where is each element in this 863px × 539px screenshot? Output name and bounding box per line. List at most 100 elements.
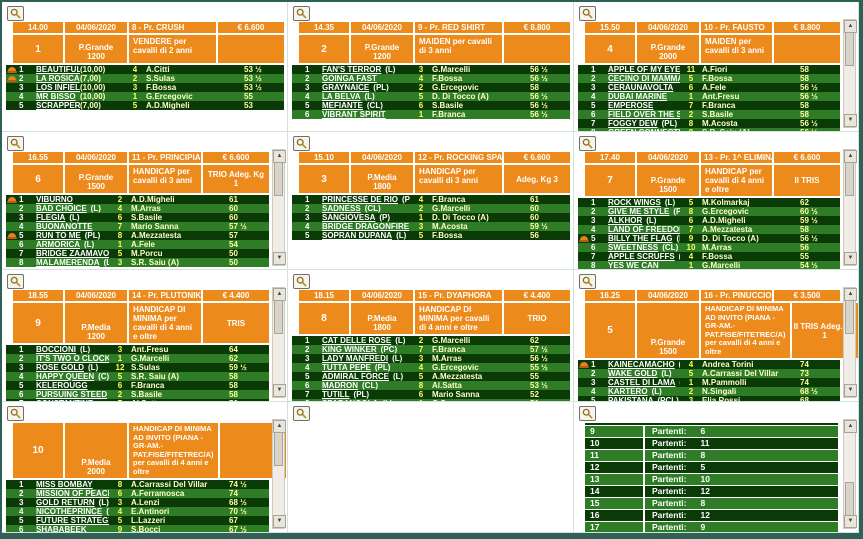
scrollbar[interactable]: ▲ ▼ (843, 419, 857, 529)
horse-name-link[interactable]: LOS INFIELES (36, 83, 80, 92)
horse-name-link[interactable]: KAINECAMACHO (608, 360, 675, 369)
horse-name-link[interactable]: GRAYNAICE (322, 83, 370, 92)
scroll-thumb[interactable] (845, 482, 854, 516)
scroll-down-button[interactable]: ▼ (844, 114, 857, 127)
horse-name-link[interactable]: SHABABEEK (36, 525, 87, 533)
horse-name-link[interactable]: GOINGA FAST (322, 74, 377, 83)
zoom-button[interactable] (7, 406, 24, 421)
horse-name-link[interactable]: MADRON (322, 381, 358, 390)
horse-name-link[interactable]: PRINCESSE DE RIO (322, 195, 399, 204)
horse-name-link[interactable]: ROSE GOLD (36, 363, 85, 372)
horse-name-link[interactable]: SWEETNESS (608, 243, 659, 252)
scroll-thumb[interactable] (845, 162, 854, 196)
horse-name-link[interactable]: ARMORICA (36, 240, 80, 249)
scroll-down-button[interactable]: ▼ (273, 384, 286, 397)
horse-name-link[interactable]: BOCCIONI (36, 345, 76, 354)
horse-name-link[interactable]: FLEGIA (36, 213, 66, 222)
zoom-button[interactable] (579, 136, 596, 151)
scrollbar[interactable]: ▲ ▼ (272, 419, 286, 529)
horse-name-link[interactable]: LAND OF FREEDOM (608, 225, 680, 234)
scrollbar[interactable]: ▲ ▼ (843, 287, 857, 398)
zoom-button[interactable] (293, 6, 310, 21)
horse-name-link[interactable]: MALAMERENDA (36, 258, 100, 267)
horse-name-link[interactable]: FAN'S TERROR (322, 65, 382, 74)
zoom-button[interactable] (7, 136, 24, 151)
horse-name-link[interactable]: VIBRANT SPIRIT (322, 110, 386, 119)
horse-name-link[interactable]: LADY MANFREDI (322, 354, 389, 363)
horse-name-link[interactable]: EMPEROSE (608, 101, 654, 110)
scroll-down-button[interactable]: ▼ (844, 252, 857, 265)
horse-name-link[interactable]: BRIDGE ZAAMAVON (36, 249, 109, 258)
horse-name-link[interactable]: CASTEL DI LAMA (608, 378, 676, 387)
horse-name-link[interactable]: GOLD RETURN (36, 498, 95, 507)
horse-name-link[interactable]: TUTILL (322, 390, 350, 399)
horse-name-link[interactable]: APPLE OF MY EYES (608, 65, 680, 74)
scroll-thumb[interactable] (845, 32, 854, 66)
horse-name-link[interactable]: SCRAPPER (36, 101, 80, 110)
zoom-button[interactable] (293, 136, 310, 151)
scroll-down-button[interactable]: ▼ (844, 384, 857, 397)
horse-name-link[interactable]: KARTERO (608, 387, 648, 396)
zoom-button[interactable] (579, 6, 596, 21)
horse-name-link[interactable]: VIBURNO (36, 195, 73, 204)
horse-name-link[interactable]: KELEROUGG (36, 381, 88, 390)
horse-name-link[interactable]: SADNESS (322, 204, 361, 213)
scroll-down-button[interactable]: ▼ (273, 252, 286, 265)
horse-name-link[interactable]: CONSTANTINE (36, 399, 93, 401)
scroll-up-button[interactable]: ▲ (844, 420, 857, 433)
horse-name-link[interactable]: FUTURE STRATEGY (36, 516, 109, 525)
horse-name-link[interactable]: YES WE CAN (608, 261, 659, 270)
scrollbar[interactable]: ▲ ▼ (843, 149, 857, 266)
scrollbar[interactable]: ▲ ▼ (272, 287, 286, 398)
horse-name-link[interactable]: LA ROSICA (36, 74, 80, 83)
horse-name-link[interactable]: DUBAI MARINE (608, 92, 668, 101)
horse-name-link[interactable]: GREEN CONNECTION (608, 128, 680, 131)
scroll-down-button[interactable]: ▼ (273, 515, 286, 528)
horse-name-link[interactable]: BEAUTIFUL AISHA (36, 65, 80, 74)
horse-name-link[interactable]: WAKE GOLD (608, 369, 658, 378)
scroll-thumb[interactable] (274, 300, 283, 334)
scrollbar[interactable]: ▲ ▼ (843, 19, 857, 128)
scroll-thumb[interactable] (274, 432, 283, 466)
scroll-thumb[interactable] (845, 300, 854, 334)
horse-name-link[interactable]: MEFIANTE (322, 101, 363, 110)
horse-name-link[interactable]: MISSION OF PEACE (36, 489, 109, 498)
horse-name-link[interactable]: FOGGY DEW (608, 119, 658, 128)
horse-name-link[interactable]: BRIDGE DRAGONFIRE (322, 222, 410, 231)
zoom-button[interactable] (7, 6, 24, 21)
horse-name-link[interactable]: PURSUING STEED (36, 390, 108, 399)
horse-name-link[interactable]: HAPPY QUEEN (36, 372, 95, 381)
horse-name-link[interactable]: IT'S TWO O CLOCK (36, 354, 109, 363)
horse-name-link[interactable]: KING WINKER (322, 345, 377, 354)
zoom-button[interactable] (293, 406, 310, 421)
horse-name-link[interactable]: GIVE ME STYLE (608, 207, 670, 216)
zoom-button[interactable] (579, 274, 596, 289)
horse-name-link[interactable]: CECINO DI MAMMA (608, 74, 680, 83)
scroll-down-button[interactable]: ▼ (844, 515, 857, 528)
zoom-button[interactable] (579, 406, 596, 421)
scroll-thumb[interactable] (274, 162, 283, 196)
horse-name-link[interactable]: FIELD OVER THE SEA (608, 110, 680, 119)
horse-name-link[interactable]: CERAUNAVOLTA (608, 83, 674, 92)
horse-name-link[interactable]: SPARANGOLA (322, 399, 378, 401)
horse-name-link[interactable]: BILLY THE FLAG (608, 234, 673, 243)
horse-name-link[interactable]: NICOTHEPRINCE (36, 507, 103, 516)
horse-name-link[interactable]: BUONANOTTE (36, 222, 93, 231)
horse-name-link[interactable]: PAKISTANA (608, 396, 654, 402)
horse-name-link[interactable]: RUN TO ME (36, 231, 81, 240)
horse-name-link[interactable]: SOPRAN DUPANA (322, 231, 393, 240)
horse-name-link[interactable]: ALKHOR (608, 216, 643, 225)
horse-name-link[interactable]: ROCK WINGS (608, 198, 661, 207)
horse-name-link[interactable]: TUTTA PEPE (322, 363, 371, 372)
horse-name-link[interactable]: ADMIRAL FORCE (322, 372, 389, 381)
horse-name-link[interactable]: LA BELVA (322, 92, 361, 101)
zoom-button[interactable] (7, 274, 24, 289)
horse-name-link[interactable]: CAT DELLE ROSE (322, 336, 392, 345)
horse-name-link[interactable]: MISS BOMBAY (36, 480, 93, 489)
scrollbar[interactable]: ▲ ▼ (272, 149, 286, 266)
horse-name-link[interactable]: APPLE SCRUFFS (608, 252, 675, 261)
horse-name-link[interactable]: BAD CHOICE (36, 204, 87, 213)
horse-name-link[interactable]: SANGIOVESA (322, 213, 376, 222)
horse-name-link[interactable]: MR BISSO (36, 92, 76, 101)
zoom-button[interactable] (293, 274, 310, 289)
